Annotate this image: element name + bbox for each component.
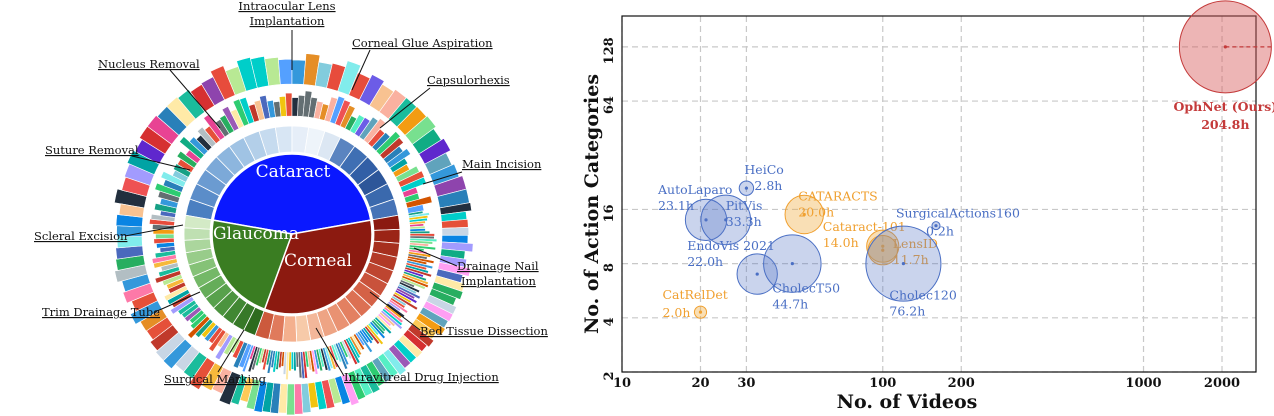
- bubble-center: [755, 272, 759, 276]
- outermost-ring-segment: [293, 383, 304, 415]
- annotation-label: Implantation: [461, 274, 536, 288]
- y-tick-label: 128: [602, 37, 617, 64]
- x-tick-label: 1000: [1125, 376, 1161, 391]
- bubble-center: [901, 262, 906, 266]
- inner-sector-glaucoma: [211, 219, 294, 311]
- inner-sector-corneal: [263, 219, 373, 315]
- annotation-label: Surgical Marking: [164, 372, 267, 386]
- bubble-center: [790, 262, 794, 266]
- data-label-hours: 14.0h: [823, 235, 859, 250]
- annotation-label: Main Incision: [462, 157, 542, 171]
- data-label-name: EndoVis 2021: [687, 238, 775, 253]
- inner-label-glaucoma: Glaucoma: [213, 224, 299, 244]
- data-label-hours: 2.8h: [754, 178, 782, 193]
- bubble-center: [704, 218, 708, 222]
- data-label-name: CatRelDet: [662, 287, 727, 302]
- outermost-ring-segment: [441, 226, 470, 236]
- data-label-name: SurgicalActions160: [896, 206, 1020, 221]
- x-tick-label: 200: [948, 376, 975, 391]
- data-label-hours: 204.8h: [1201, 117, 1249, 132]
- data-label-name: OphNet (Ours): [1174, 99, 1274, 114]
- annotation-label: Bed Tissue Dissection: [420, 324, 548, 338]
- data-label-hours: 76.2h: [889, 304, 925, 319]
- annotation-label: Intravitreal Drug Injection: [344, 370, 499, 384]
- y-tick-label: 64: [602, 96, 617, 114]
- bubble-center: [698, 310, 703, 314]
- inner-label-corneal: Corneal: [284, 251, 352, 271]
- inner-sector-cataract: [212, 153, 372, 235]
- leader-line: [131, 155, 191, 171]
- leader-line: [169, 69, 221, 129]
- outer-ring-segment: [285, 92, 293, 117]
- annotation-label: Implantation: [250, 14, 325, 28]
- leader-line: [369, 291, 421, 331]
- middle-ring-segment: [183, 214, 212, 230]
- outermost-ring-segment: [291, 59, 306, 85]
- data-label-hours: 23.1h: [658, 198, 694, 213]
- data-label-name: LensID: [893, 236, 938, 251]
- bubble-center: [724, 218, 728, 222]
- bubble-center: [881, 248, 885, 252]
- scatter-chart: 10 20 30 100 200 1000 2000 2 4 8 16 64 128 No. of Vid…: [581, 0, 1274, 413]
- sunburst-chart: Cataract Corneal Glaucoma: [114, 53, 474, 416]
- leader-line: [379, 87, 431, 129]
- data-label-name: PitVis: [726, 198, 763, 213]
- bubble-center: [802, 212, 806, 217]
- annotation-label: Drainage Nail: [457, 259, 539, 273]
- y-tick-label: 8: [602, 263, 617, 272]
- data-label-hours: 0.2h: [926, 224, 954, 239]
- annotation-label: Intraocular Lens: [238, 0, 335, 13]
- middle-ring-segment: [183, 227, 211, 241]
- leader-line: [351, 49, 371, 91]
- y-tick-label: 4: [602, 317, 617, 326]
- annotation-label: Corneal Glue Aspiration: [352, 36, 493, 50]
- leader-line: [124, 224, 184, 237]
- leader-line: [413, 247, 458, 267]
- data-label-hours: 20.0h: [798, 204, 834, 219]
- data-label-name: CholecT50: [772, 281, 840, 296]
- annotation-label: Nucleus Removal: [98, 57, 200, 71]
- data-label-name: HeiCo: [744, 162, 783, 177]
- outer-ring-segment: [155, 233, 175, 240]
- x-axis-title: No. of Videos: [837, 391, 978, 413]
- data-label-hours: 33.3h: [726, 214, 762, 229]
- annotation-label: Capsulorhexis: [427, 73, 510, 87]
- annotation-label: Trim Drainage Tube: [42, 305, 160, 319]
- y-axis-title: No. of Action Categories: [581, 74, 603, 334]
- data-label-name: CATARACTS: [798, 188, 878, 203]
- inner-label-cataract: Cataract: [256, 162, 331, 182]
- leader-line: [422, 171, 463, 185]
- x-tick-label: 30: [737, 376, 755, 391]
- x-tick-label: 10: [613, 376, 631, 391]
- outermost-ring-segment: [286, 383, 296, 416]
- data-label-name: AutoLaparo: [657, 182, 732, 197]
- annotation-label: Scleral Excision: [34, 229, 128, 243]
- y-tick-label: 16: [602, 204, 617, 222]
- data-label-hours: 44.7h: [772, 297, 808, 312]
- data-label-hours: 22.0h: [687, 254, 723, 269]
- bubble-center: [934, 224, 938, 228]
- data-label-hours: 2.0h: [662, 305, 690, 320]
- x-tick-label: 20: [691, 376, 709, 391]
- data-label-hours: 11.7h: [893, 252, 929, 267]
- data-label-name: Cholec120: [889, 288, 956, 303]
- bubble-center: [881, 244, 885, 248]
- outer-ring-segment: [159, 210, 177, 218]
- sunburst-leader-lines: [124, 30, 463, 377]
- leader-line: [154, 291, 201, 313]
- x-tick-label: 2000: [1204, 376, 1240, 391]
- leader-line: [217, 329, 245, 373]
- bubble-center: [744, 186, 749, 190]
- x-tick-label: 100: [869, 376, 896, 391]
- outermost-ring-segment: [278, 58, 293, 85]
- y-tick-label: 2: [602, 371, 617, 380]
- outermost-ring-segment: [118, 203, 145, 218]
- plot-frame: [621, 15, 1257, 373]
- outer-ring-segment: [409, 230, 431, 234]
- annotation-label: Suture Removal: [45, 143, 139, 157]
- leader-line: [315, 327, 345, 377]
